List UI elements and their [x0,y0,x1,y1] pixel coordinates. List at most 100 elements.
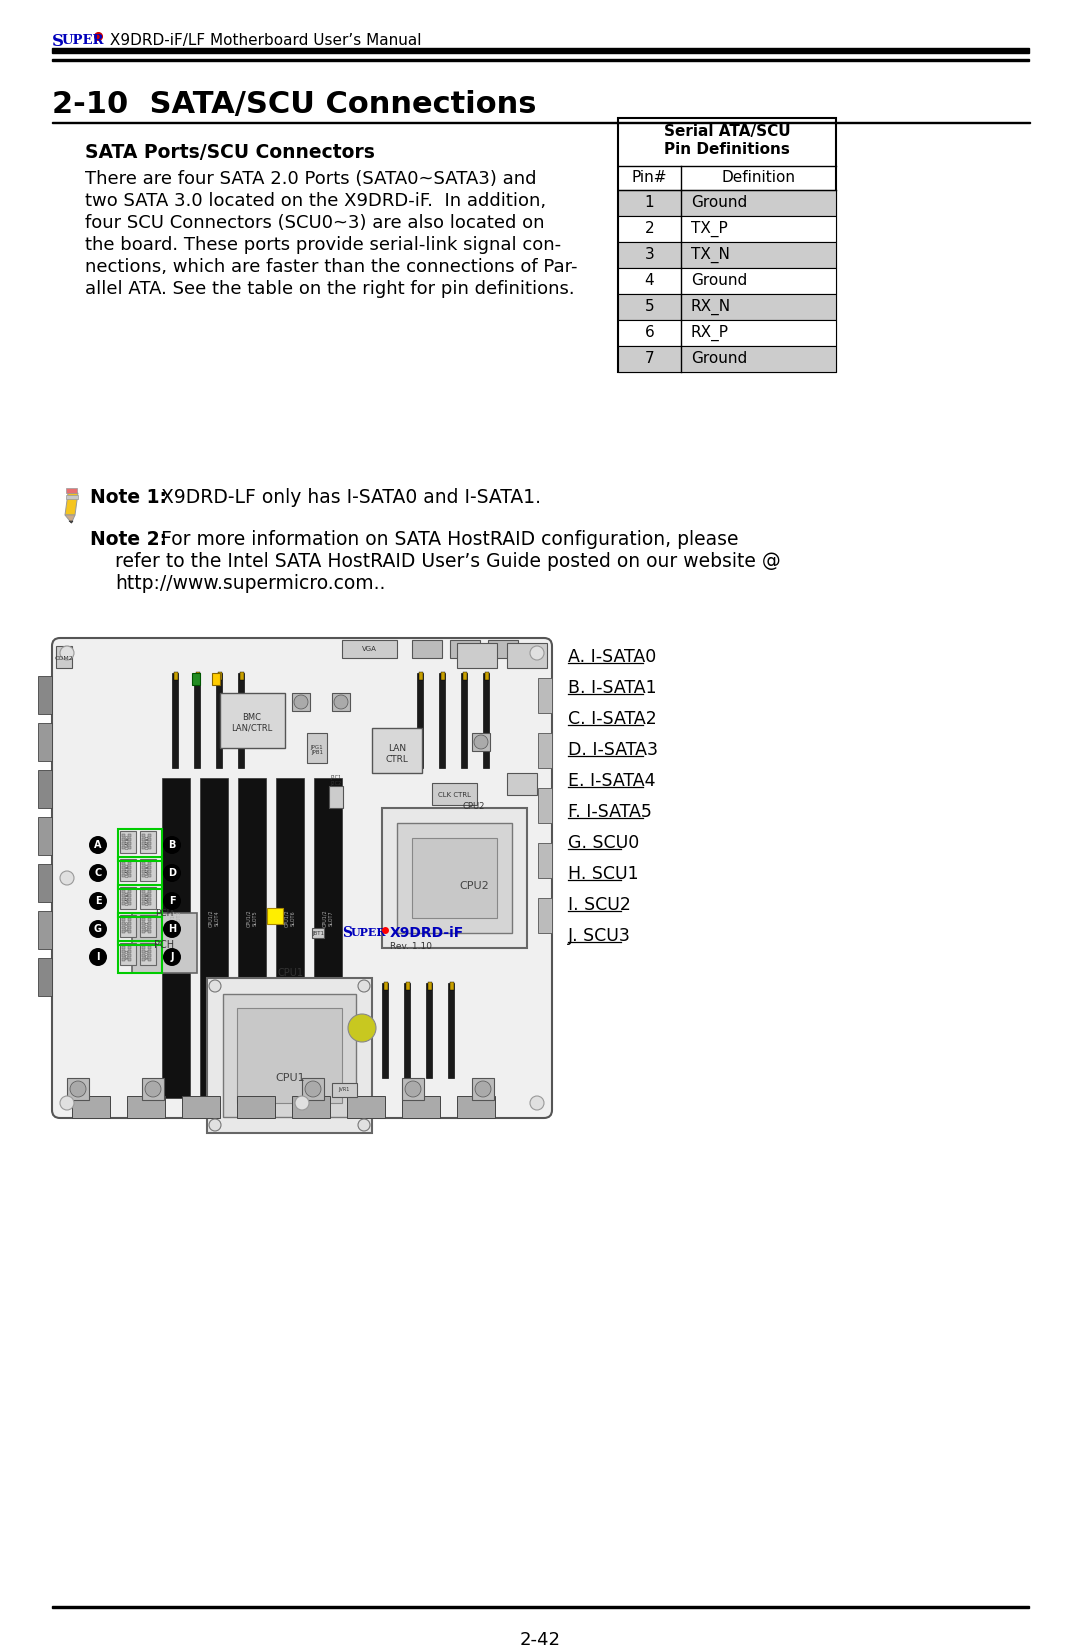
Bar [148,959,151,960]
Text: D: D [168,868,176,878]
Bar [141,931,145,932]
Bar [141,959,145,960]
Text: Definition: Definition [721,170,796,185]
Bar [129,945,131,949]
Text: 1: 1 [645,195,654,210]
Text: CPU1/2
SLOT4: CPU1/2 SLOT4 [208,909,219,927]
Bar [141,950,145,954]
Circle shape [210,980,221,992]
Circle shape [163,921,181,937]
Text: I: I [96,952,99,962]
Bar [141,917,145,921]
Circle shape [474,734,488,749]
Circle shape [305,1081,321,1097]
Bar [120,888,136,909]
Text: F. I-SATA5: F. I-SATA5 [568,804,652,822]
Bar [397,823,512,932]
Bar [72,1096,110,1119]
Text: H. SCU1: H. SCU1 [568,865,638,883]
Text: http://www.supermicro.com..: http://www.supermicro.com.. [114,574,386,592]
Bar [402,1077,424,1101]
Bar [237,1096,275,1119]
Bar [472,733,490,751]
Bar [216,673,222,767]
Bar [141,898,145,901]
Text: 4: 4 [645,272,654,289]
Bar [618,243,836,267]
Bar [129,922,131,926]
Bar [402,1096,440,1119]
Bar [276,779,303,1097]
Bar [141,866,145,870]
Bar [141,842,145,845]
Bar [129,842,131,845]
Bar [122,833,125,837]
Bar [538,898,552,932]
Circle shape [295,1096,309,1110]
Bar [129,838,131,842]
Bar [122,954,125,957]
Bar [472,1077,494,1101]
Text: A. I-SATA0: A. I-SATA0 [568,648,657,667]
Bar [192,673,200,685]
Bar [618,294,836,320]
Text: I-SATA5: I-SATA5 [146,891,150,906]
Text: J: J [171,952,174,962]
Bar [457,1096,495,1119]
Bar [118,828,162,861]
Bar [141,889,145,893]
Text: 2: 2 [645,221,654,236]
Bar [141,838,145,842]
Text: B: B [168,840,176,850]
Circle shape [405,1081,421,1097]
Bar [52,48,1029,53]
Circle shape [475,1081,491,1097]
Text: CPU1/2
SLOT7: CPU1/2 SLOT7 [323,909,334,927]
Bar [127,1096,165,1119]
Bar [148,861,151,865]
Text: four SCU Connectors (SCU0~3) are also located on: four SCU Connectors (SCU0~3) are also lo… [85,214,544,233]
Bar [140,888,156,909]
Circle shape [348,1015,376,1043]
Bar [129,959,131,960]
Bar [148,950,151,954]
Bar [222,993,356,1117]
Text: Serial ATA/SCU: Serial ATA/SCU [664,124,791,139]
Text: Ground: Ground [691,272,747,289]
Bar [183,1096,220,1119]
Bar [148,898,151,901]
Text: I-SATA0: I-SATA0 [126,835,130,850]
Bar [141,870,145,873]
Bar [122,838,125,842]
Text: Pin Definitions: Pin Definitions [664,142,789,157]
Bar [307,733,327,762]
Bar [463,672,467,680]
Text: UPER: UPER [351,927,387,937]
Text: 2-10  SATA/SCU Connections: 2-10 SATA/SCU Connections [52,91,537,119]
Bar [38,817,52,855]
Polygon shape [65,515,75,523]
Bar [52,58,1029,61]
Circle shape [60,871,75,884]
Bar [441,672,445,680]
Text: J2C1
J2C2: J2C1 J2C2 [330,776,341,785]
Bar [140,860,156,881]
Bar [457,644,497,668]
Circle shape [89,837,107,855]
Text: For more information on SATA HostRAID configuration, please: For more information on SATA HostRAID co… [156,530,739,549]
Text: H: H [167,924,176,934]
Bar [507,644,546,668]
Bar [148,874,151,878]
Bar [129,894,131,898]
Bar [120,860,136,881]
Bar [618,216,836,243]
Text: the board. These ports provide serial-link signal con-: the board. These ports provide serial-li… [85,236,562,254]
Bar [141,954,145,957]
Bar [141,894,145,898]
Bar [148,833,151,837]
Bar [292,1096,330,1119]
Bar [140,832,156,853]
Bar [141,846,145,850]
Bar [122,870,125,873]
Text: TX_N: TX_N [691,248,730,264]
